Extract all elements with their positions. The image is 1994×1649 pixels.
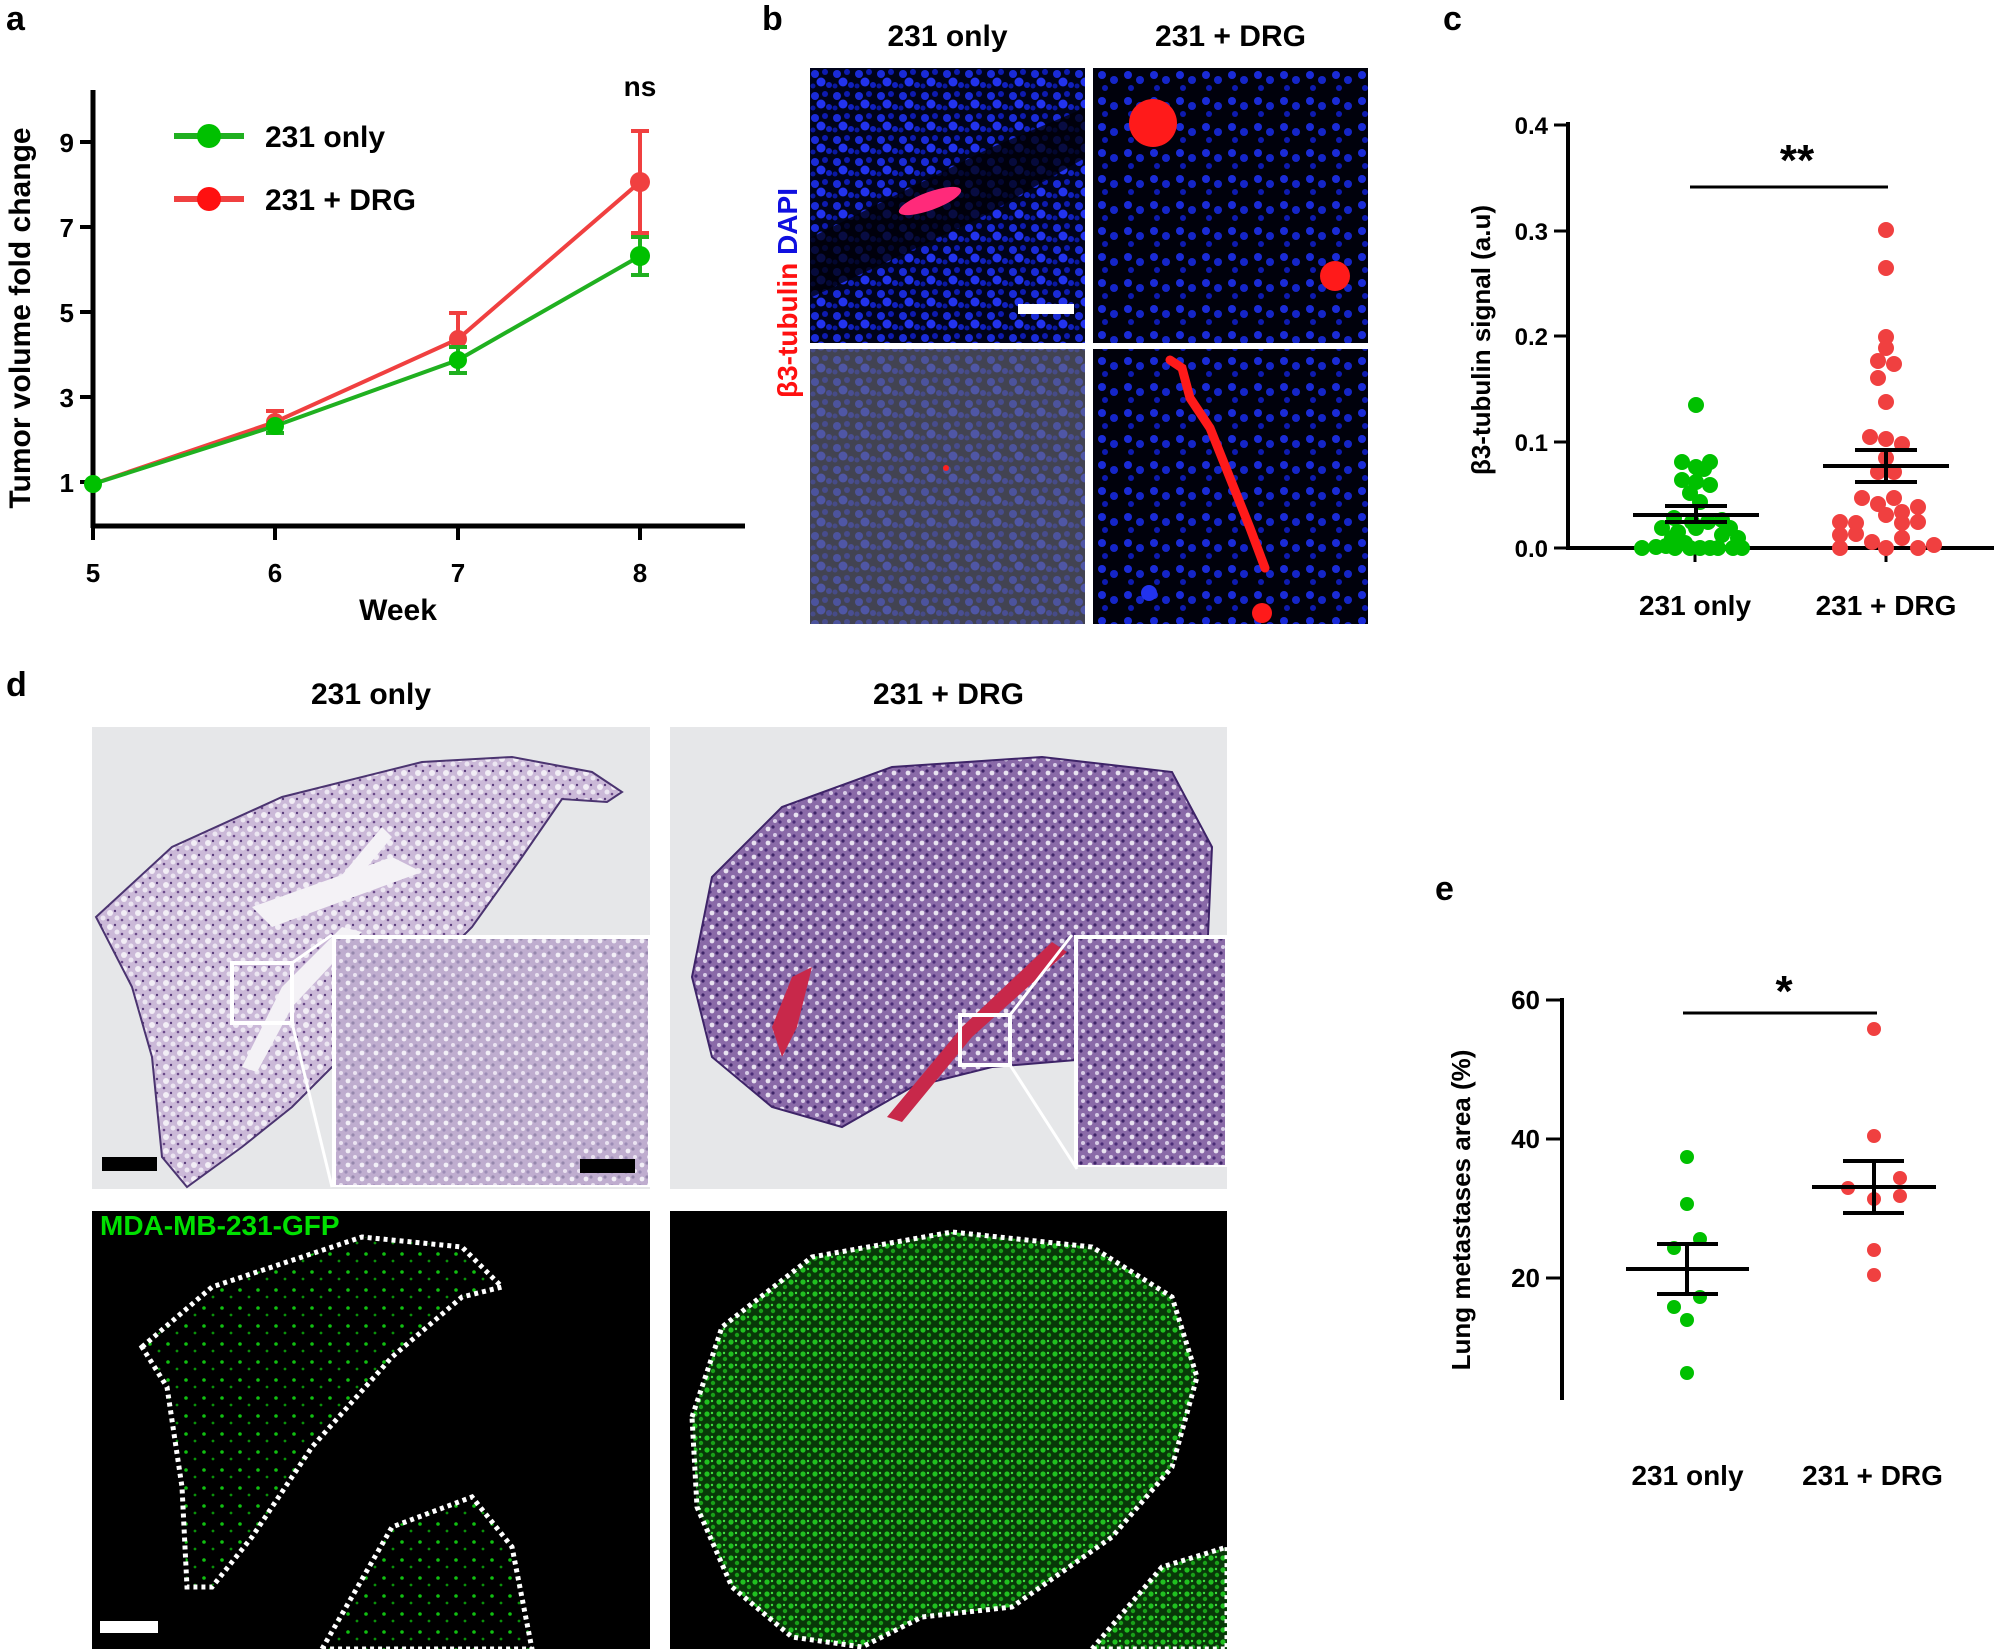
col-header-231-drg-b: 231 + DRG xyxy=(1155,20,1306,53)
if-image-231-drg-2 xyxy=(1093,349,1368,624)
legend-a: 231 only 231 + DRG xyxy=(174,121,416,217)
svg-text:3: 3 xyxy=(60,383,74,413)
he-image-231-only xyxy=(92,727,650,1189)
x-cat-231-drg-c: 231 + DRG xyxy=(1816,590,1957,621)
scale-bar-inset xyxy=(580,1159,635,1173)
significance-e: * xyxy=(1775,967,1793,1016)
svg-text:0.0: 0.0 xyxy=(1515,536,1548,563)
svg-text:40: 40 xyxy=(1511,1124,1540,1154)
significance-c: ** xyxy=(1780,136,1815,185)
gfp-image-231-drg xyxy=(670,1211,1228,1649)
svg-text:1: 1 xyxy=(60,468,74,498)
mean-sem-e xyxy=(1626,1159,1936,1296)
he-image-231-drg xyxy=(670,727,1227,1189)
panel-label-a: a xyxy=(6,0,25,38)
panel-label-c: c xyxy=(1443,0,1462,38)
svg-text:0.4: 0.4 xyxy=(1515,113,1549,140)
svg-text:20: 20 xyxy=(1511,1263,1540,1293)
dots-231-drg-c xyxy=(1832,222,1942,556)
svg-text:7: 7 xyxy=(451,558,465,588)
svg-text:7: 7 xyxy=(60,213,74,243)
histology-panels xyxy=(92,727,1228,1649)
x-cat-231-only-c: 231 only xyxy=(1639,590,1751,621)
svg-text:60: 60 xyxy=(1511,985,1540,1015)
x-axis-label-a: Week xyxy=(359,594,437,627)
panel-label-e: e xyxy=(1435,870,1454,908)
stain-label-b: β3-tubulin DAPI xyxy=(772,188,803,398)
scale-bar xyxy=(100,1621,158,1633)
chart-panel-a: 1 3 5 7 9 5 6 7 8 Week Tumor volume fold… xyxy=(4,71,745,627)
svg-text:231 + DRG: 231 + DRG xyxy=(265,184,416,217)
if-image-grid xyxy=(810,68,1368,624)
if-image-231-only-2 xyxy=(810,349,1085,624)
svg-text:231 only: 231 only xyxy=(265,121,385,154)
gfp-label: MDA-MB-231-GFP xyxy=(100,1210,340,1241)
if-image-231-drg-1 xyxy=(1093,68,1368,343)
svg-text:0.2: 0.2 xyxy=(1515,324,1548,351)
panel-label-b: b xyxy=(762,0,783,38)
panel-label-d: d xyxy=(6,666,27,704)
mean-sem-c xyxy=(1633,448,1949,524)
svg-text:0.1: 0.1 xyxy=(1515,430,1548,457)
chart-panel-e: 0 20 40 60 Lung metastases area (%) * xyxy=(1446,967,1936,1400)
y-axis-label-e: Lung metastases area (%) xyxy=(1446,1050,1476,1371)
svg-text:6: 6 xyxy=(268,558,282,588)
y-axis-label-c: β3-tubulin signal (a.u) xyxy=(1466,205,1496,475)
series-231-only xyxy=(84,235,650,493)
y-tick-labels-a: 1 3 5 7 9 xyxy=(60,128,74,498)
svg-text:0.3: 0.3 xyxy=(1515,219,1548,246)
x-tick-labels-a: 5 6 7 8 xyxy=(86,558,647,588)
svg-text:5: 5 xyxy=(86,558,100,588)
svg-text:5: 5 xyxy=(60,298,74,328)
x-cat-231-only-e: 231 only xyxy=(1631,1460,1744,1491)
scale-bar xyxy=(1018,304,1074,314)
chart-panel-c: 0.0 0.1 0.2 0.3 0.4 β3-tubulin signal (a… xyxy=(1466,113,1994,621)
svg-text:9: 9 xyxy=(60,128,74,158)
dots-231-drg-e xyxy=(1841,1022,1907,1282)
x-cat-231-drg-e: 231 + DRG xyxy=(1802,1460,1943,1491)
y-axis-label-a: Tumor volume fold change xyxy=(4,127,37,508)
svg-text:8: 8 xyxy=(633,558,647,588)
col-header-231-only-b: 231 only xyxy=(887,20,1008,53)
if-image-231-only-1 xyxy=(810,68,1085,343)
ns-annotation: ns xyxy=(624,71,657,102)
col-header-231-only-d: 231 only xyxy=(310,678,432,711)
dots-231-only-c xyxy=(1634,397,1750,556)
col-header-231-drg-d: 231 + DRG xyxy=(873,678,1024,711)
scale-bar xyxy=(102,1157,157,1171)
gfp-image-231-only xyxy=(92,1211,650,1649)
